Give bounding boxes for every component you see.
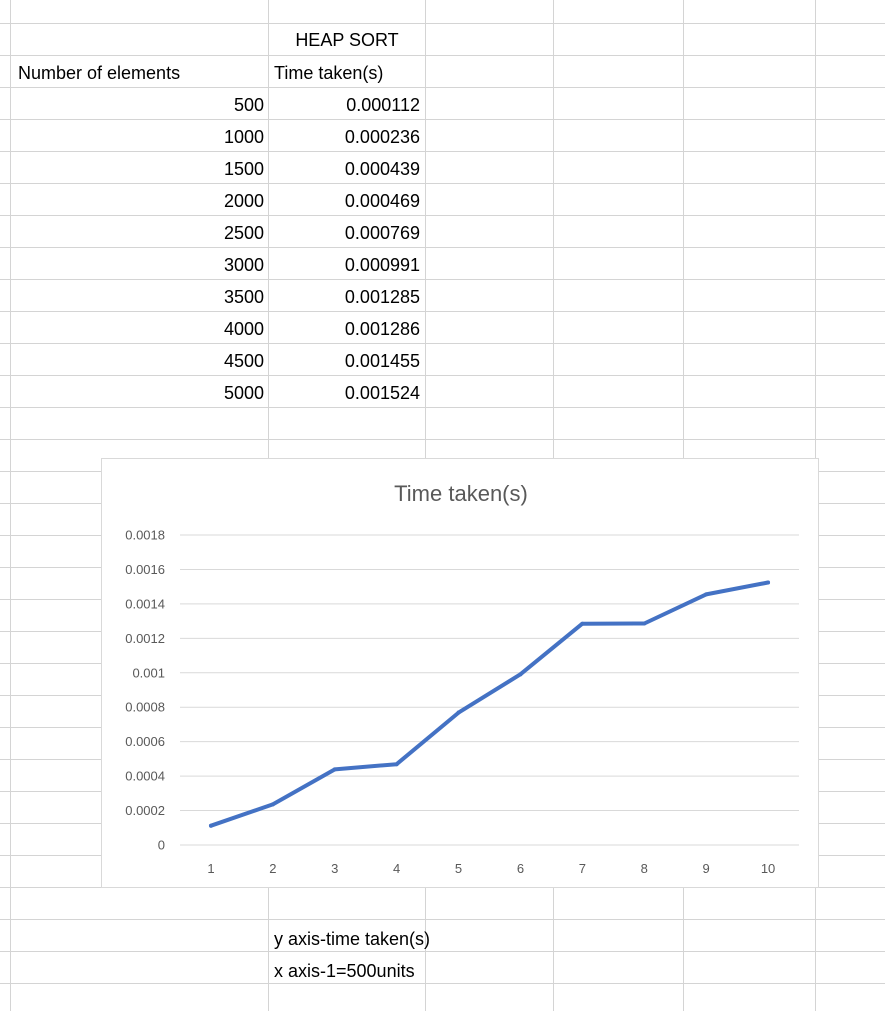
y-tick-label: 0.0016 [125, 562, 165, 577]
data-point [270, 802, 275, 807]
y-tick-label: 0 [158, 838, 165, 853]
series-line-time-taken [209, 580, 770, 828]
x-tick-label: 8 [641, 861, 648, 876]
cell-number-of-elements[interactable]: 500 [233, 95, 264, 115]
data-point [456, 710, 461, 715]
cell-number-of-elements[interactable]: 4500 [223, 351, 264, 371]
line-chart: Time taken(s) 00.00020.00040.00060.00080… [125, 481, 799, 876]
y-tick-label: 0.001 [132, 665, 165, 680]
chart-title: Time taken(s) [394, 481, 528, 506]
heap-sort-title[interactable]: HEAP SORT [295, 30, 399, 50]
x-tick-label: 9 [703, 861, 710, 876]
note-x-axis[interactable]: x axis-1=500units [274, 961, 415, 981]
x-tick-label: 4 [393, 861, 400, 876]
x-tick-label: 1 [207, 861, 214, 876]
y-tick-label: 0.0002 [125, 803, 165, 818]
data-point [208, 823, 213, 828]
cell-number-of-elements[interactable]: 2000 [223, 191, 264, 211]
y-tick-label: 0.0018 [125, 528, 165, 543]
data-point [580, 621, 585, 626]
y-tick-label: 0.0014 [125, 596, 165, 611]
cell-time-taken[interactable]: 0.000439 [344, 159, 420, 179]
cell-time-taken[interactable]: 0.001524 [344, 383, 420, 403]
x-tick-label: 6 [517, 861, 524, 876]
cell-time-taken[interactable]: 0.000112 [346, 95, 420, 115]
x-tick-label: 3 [331, 861, 338, 876]
x-tick-label: 7 [579, 861, 586, 876]
data-point [642, 621, 647, 626]
cell-time-taken[interactable]: 0.000236 [344, 127, 420, 147]
cell-time-taken[interactable]: 0.001285 [344, 287, 420, 307]
data-point [766, 580, 771, 585]
cell-number-of-elements[interactable]: 1000 [223, 127, 264, 147]
cell-number-of-elements[interactable]: 3000 [223, 255, 264, 275]
y-axis-ticks: 0 0.0002 0.0004 0.0006 0.0008 0.001 0.0012 0.00… [125, 528, 165, 853]
cell-time-taken[interactable]: 0.001286 [344, 319, 420, 339]
y-tick-label: 0.0008 [125, 700, 165, 715]
x-tick-label: 5 [455, 861, 462, 876]
data-point [332, 767, 337, 772]
series-group [208, 580, 771, 828]
data-point [704, 592, 709, 597]
cell-number-of-elements[interactable]: 4000 [223, 319, 264, 339]
gridlines [180, 534, 799, 846]
chart[interactable]: Time taken(s) 0 0.0002 0.0004 0.0006 0.0008 0… [101, 458, 819, 888]
y-tick-label: 0.0012 [125, 631, 165, 646]
cell-number-of-elements[interactable]: 5000 [223, 383, 264, 403]
y-tick-label: 0.0004 [125, 769, 165, 784]
note-y-axis[interactable]: y axis-time taken(s) [274, 929, 431, 949]
x-tick-label: 10 [761, 861, 775, 876]
data-point [394, 762, 399, 767]
cell-number-of-elements[interactable]: 3500 [223, 287, 264, 307]
column-header-number-of-elements[interactable]: Number of elements [18, 63, 181, 83]
cell-time-taken[interactable]: 0.001455 [344, 351, 420, 371]
x-axis-ticks: 1 2 3 4 5 6 7 8 9 10 [207, 861, 775, 876]
y-tick-label: 0.0006 [125, 734, 165, 749]
cell-time-taken[interactable]: 0.000769 [344, 223, 420, 243]
cell-number-of-elements[interactable]: 2500 [223, 223, 264, 243]
data-point [518, 672, 523, 677]
cell-time-taken[interactable]: 0.000469 [344, 191, 420, 211]
cell-number-of-elements[interactable]: 1500 [223, 159, 264, 179]
cell-time-taken[interactable]: 0.000991 [344, 255, 420, 275]
x-tick-label: 2 [269, 861, 276, 876]
column-header-time-taken[interactable]: Time taken(s) [274, 63, 384, 83]
